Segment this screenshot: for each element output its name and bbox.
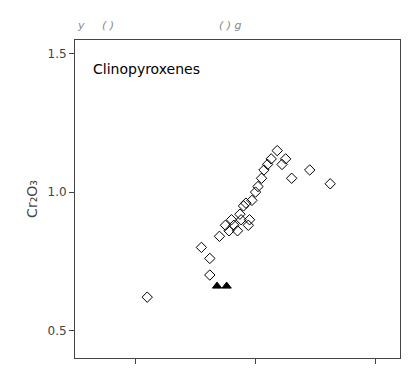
svg-text:Cr₂O₃: Cr₂O₃: [24, 180, 40, 218]
svg-text:y ( ): y ( ) ( ) g: [77, 19, 242, 32]
svg-text:0.5: 0.5: [48, 324, 67, 338]
svg-text:Clinopyroxenes: Clinopyroxenes: [93, 61, 200, 77]
svg-text:1.5: 1.5: [48, 47, 67, 61]
svg-text:1.0: 1.0: [48, 185, 67, 199]
